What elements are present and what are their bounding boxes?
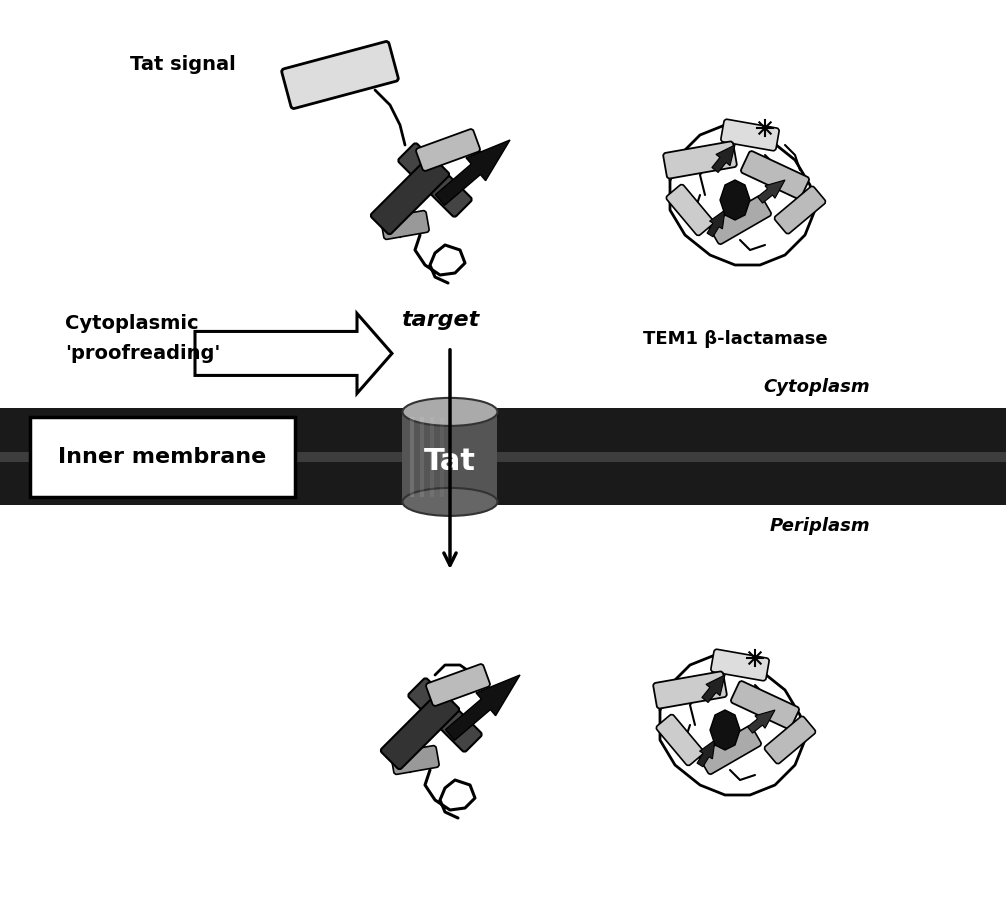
Bar [30,417,295,497]
FancyBboxPatch shape [391,746,439,774]
Text: Inner membrane: Inner membrane [58,447,267,467]
FancyBboxPatch shape [398,143,472,217]
Polygon shape [707,210,725,237]
Text: Tat: Tat [424,448,476,476]
Polygon shape [720,180,750,220]
FancyBboxPatch shape [711,649,770,681]
Bar [402,412,498,502]
FancyBboxPatch shape [371,156,450,234]
Text: TEM1 β-lactamase: TEM1 β-lactamase [643,330,827,348]
Text: Tat signal: Tat signal [130,55,235,75]
Polygon shape [712,145,735,173]
Polygon shape [710,710,740,750]
Ellipse shape [402,398,498,426]
FancyBboxPatch shape [656,714,704,765]
Text: 'proofreading': 'proofreading' [65,344,220,363]
Polygon shape [446,675,520,740]
FancyBboxPatch shape [426,664,490,706]
FancyBboxPatch shape [663,141,736,178]
Text: Cytoplasm: Cytoplasm [764,378,870,396]
FancyBboxPatch shape [699,725,762,774]
Text: target: target [400,310,479,330]
Polygon shape [697,740,715,767]
FancyBboxPatch shape [416,129,480,171]
FancyBboxPatch shape [731,681,799,729]
FancyBboxPatch shape [282,42,398,109]
Bar [0,452,1006,462]
Polygon shape [436,140,510,205]
Bar [0,408,1006,506]
FancyBboxPatch shape [775,186,826,234]
Polygon shape [747,710,775,733]
Ellipse shape [402,488,498,516]
Text: Cytoplasmic: Cytoplasmic [65,314,198,333]
Polygon shape [702,675,725,702]
FancyBboxPatch shape [380,690,460,769]
FancyBboxPatch shape [721,119,779,150]
Text: Periplasm: Periplasm [770,518,870,535]
FancyBboxPatch shape [653,671,726,709]
FancyBboxPatch shape [709,196,772,245]
FancyBboxPatch shape [381,210,430,239]
FancyBboxPatch shape [408,678,482,751]
FancyBboxPatch shape [765,716,816,763]
FancyBboxPatch shape [666,185,714,235]
Polygon shape [195,314,392,393]
Polygon shape [758,180,785,203]
FancyBboxPatch shape [740,151,809,199]
